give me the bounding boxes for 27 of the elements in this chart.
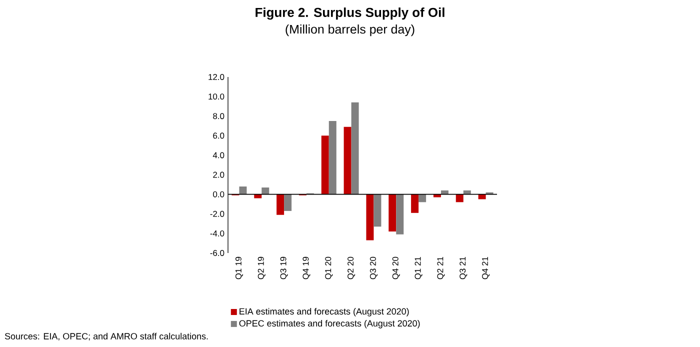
x-tick-label: Q2 20 (348, 256, 356, 280)
x-tick-label: Q1 19 (235, 256, 243, 280)
source-note: Sources: EIA, OPEC; and AMRO staff calculations. (4, 332, 208, 340)
x-tick-label: Q4 20 (392, 256, 400, 280)
y-tick-label: 2.0 (213, 172, 224, 178)
y-tick-label: -4.0 (210, 230, 224, 236)
x-tick-label: Q3 20 (370, 256, 378, 280)
legend-label: EIA estimates and forecasts (August 2020) (240, 308, 409, 316)
x-tick-label: Q4 19 (302, 256, 310, 280)
x-tick-label: Q2 19 (258, 256, 266, 280)
chart-subtitle: (Million barrels per day) (286, 24, 414, 36)
x-tick-label: Q1 21 (414, 256, 422, 280)
x-tick-label: Q3 19 (280, 256, 288, 280)
y-tick-label: 8.0 (213, 113, 224, 120)
x-tick-label: Q4 21 (482, 256, 490, 280)
y-tick-label: 10.0 (208, 94, 224, 100)
y-tick-label: 0.0 (213, 191, 224, 198)
y-tick-label: 12.0 (208, 74, 224, 80)
y-tick-label: 6.0 (213, 132, 224, 139)
x-tick-label: Q2 21 (437, 256, 445, 280)
legend-label: OPEC estimates and forecasts (August 2020) (239, 320, 420, 328)
x-tick-label: Q3 21 (460, 256, 468, 280)
y-tick-label: 4.0 (212, 152, 224, 158)
y-tick-label: -2.0 (210, 210, 224, 217)
chart-title: Figure 2. Surplus Supply of Oil (256, 8, 444, 20)
y-tick-label: -6.0 (210, 250, 224, 256)
x-tick-label: Q1 20 (325, 256, 333, 280)
